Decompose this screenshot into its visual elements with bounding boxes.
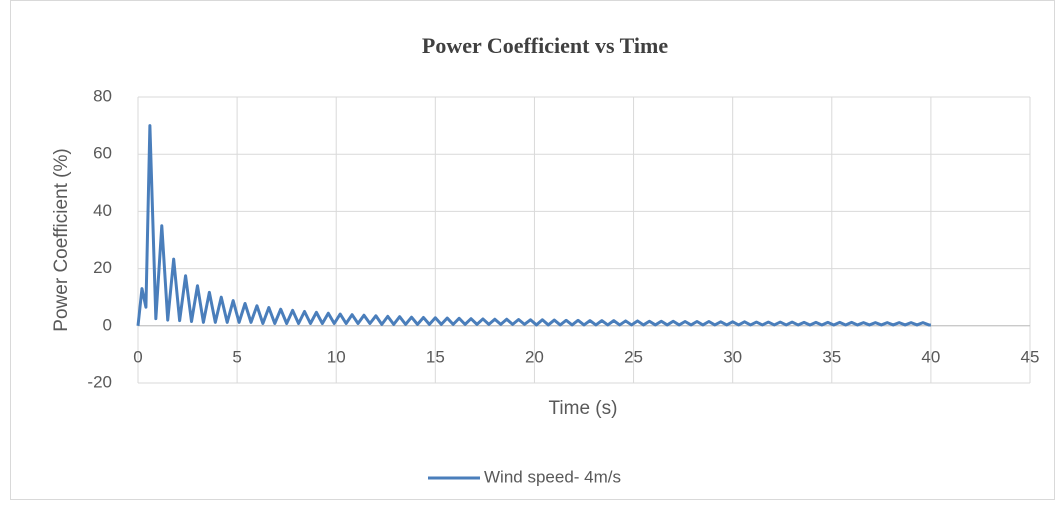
y-tick-label: 80 (93, 86, 112, 105)
x-tick-label: 35 (822, 347, 841, 366)
x-tick-label: 0 (133, 347, 142, 366)
data-line (136, 124, 931, 327)
y-axis-label: Power Coefficient (%) (51, 148, 72, 331)
y-tick-label: 40 (93, 201, 112, 220)
y-tick-label: 20 (93, 258, 112, 277)
x-tick-label: 10 (327, 347, 346, 366)
x-tick-label: 15 (426, 347, 445, 366)
x-tick-label: 45 (1021, 347, 1040, 366)
chart-border (10, 0, 1055, 500)
chart-title: Power Coefficient vs Time (422, 33, 668, 58)
y-tick-label: -20 (87, 372, 112, 391)
x-tick-label: 25 (624, 347, 643, 366)
x-tick-label: 5 (232, 347, 241, 366)
x-tick-label: 20 (525, 347, 544, 366)
legend-label: Wind speed- 4m/s (484, 467, 621, 486)
y-tick-label: 0 (103, 315, 112, 334)
x-tick-label: 30 (723, 347, 742, 366)
x-tick-label: 40 (921, 347, 940, 366)
x-axis-label: Time (s) (549, 398, 618, 419)
y-tick-label: 60 (93, 144, 112, 163)
